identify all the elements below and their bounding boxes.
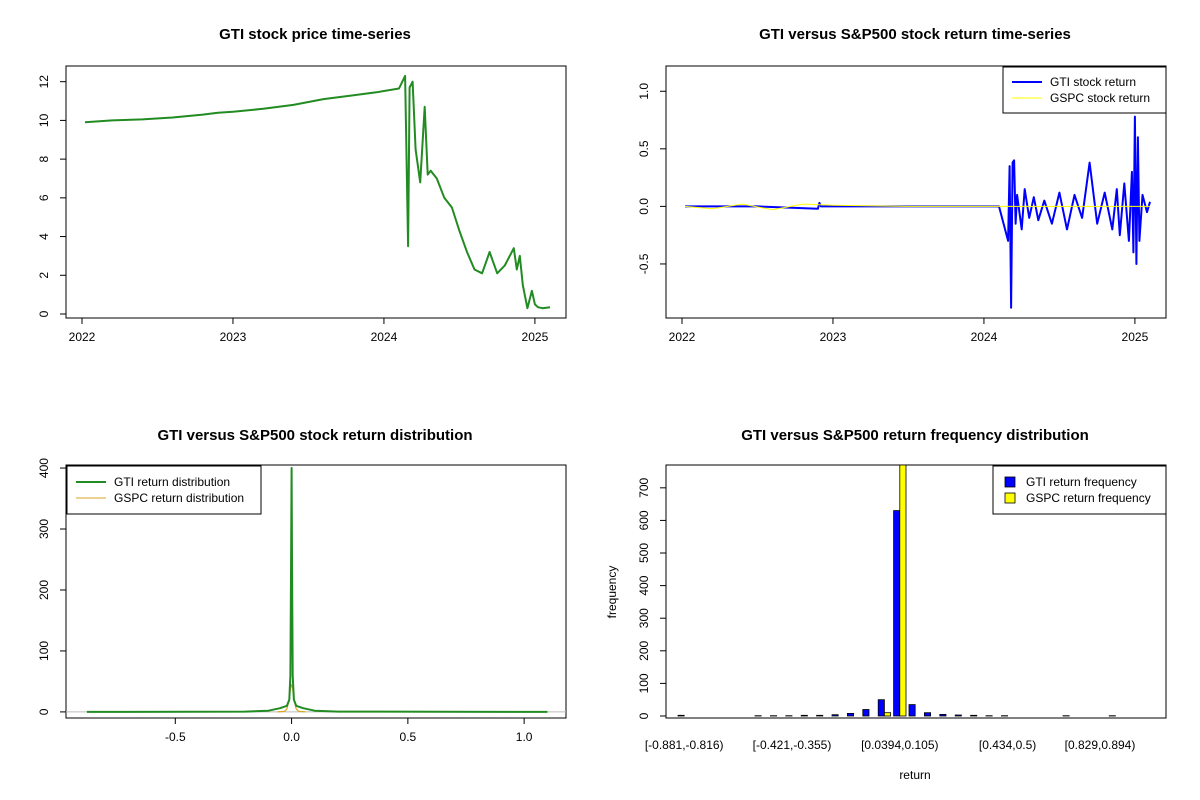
gti-density-line — [86, 467, 548, 713]
legend-label-gti: GTI return frequency — [1026, 475, 1137, 489]
gspc-return-line — [684, 203, 1150, 211]
x-tick-label: 2022 — [69, 330, 96, 344]
gti-frequency-bar — [924, 712, 932, 717]
gspc-frequency-bar — [884, 712, 892, 717]
y-tick-label: 12 — [37, 75, 51, 89]
return-density-legend: GTI return distribution GSPC return dist… — [66, 465, 262, 515]
return-timeseries-marks — [684, 115, 1151, 309]
return-frequency-marks — [677, 464, 1116, 717]
gspc-density-line — [277, 683, 306, 713]
legend-box — [1002, 66, 1167, 114]
x-tick-label: [0.829,0.894) — [1065, 738, 1136, 752]
gti-frequency-bar — [939, 714, 947, 717]
gti-frequency-bar — [816, 714, 824, 717]
return-density-title: GTI versus S&P500 stock return distribut… — [157, 427, 472, 444]
price-chart-panel: GTI stock price time-series 2022 2023 2024… — [37, 26, 567, 344]
y-tick-label: 0 — [637, 712, 651, 719]
x-tick-label: 2024 — [971, 330, 998, 344]
price-chart-title: GTI stock price time-series — [219, 26, 411, 43]
gti-frequency-bar — [954, 714, 962, 717]
return-density-panel: GTI versus S&P500 stock return distribut… — [37, 427, 567, 744]
y-tick-label: 400 — [37, 458, 51, 478]
legend-box — [66, 465, 262, 515]
return-timeseries-axes: 2022 2023 2024 2025 -0.5 0.0 0.5 1.0 — [637, 83, 1149, 344]
x-tick-label: 2023 — [220, 330, 247, 344]
x-tick-label: 2023 — [820, 330, 847, 344]
gti-frequency-bar — [847, 713, 855, 717]
legend-swatch-gti — [1004, 476, 1016, 488]
price-chart-marks — [84, 74, 551, 310]
x-tick-label: 1.0 — [516, 730, 533, 744]
return-frequency-title: GTI versus S&P500 return frequency distr… — [741, 427, 1089, 444]
return-timeseries-title: GTI versus S&P500 stock return time-seri… — [759, 26, 1071, 43]
y-tick-label: 300 — [637, 608, 651, 628]
x-tick-label: 2025 — [1122, 330, 1149, 344]
y-tick-label: 1.0 — [637, 83, 651, 100]
price-chart-plot-box — [65, 65, 567, 319]
gti-price-line — [84, 74, 551, 310]
x-tick-label: 2025 — [522, 330, 549, 344]
gti-frequency-bar — [862, 709, 870, 717]
gti-frequency-bar — [877, 699, 885, 717]
return-frequency-axes: [-0.881,-0.816) [-0.421,-0.355) [0.0394,0.… — [637, 477, 1135, 752]
legend-label-gspc: GSPC stock return — [1050, 91, 1150, 105]
return-timeseries-panel: GTI versus S&P500 stock return time-seri… — [637, 26, 1167, 344]
y-tick-label: 4 — [37, 233, 51, 240]
y-tick-label: 700 — [637, 477, 651, 497]
price-chart-axes: 2022 2023 2024 2025 0 2 4 6 8 10 12 — [37, 75, 549, 344]
y-tick-label: 200 — [37, 580, 51, 600]
return-timeseries-legend: GTI stock return GSPC stock return — [1002, 66, 1167, 114]
x-tick-label: 0.5 — [400, 730, 417, 744]
x-tick-label: -0.5 — [165, 730, 186, 744]
gti-frequency-bar — [908, 704, 916, 717]
gti-return-line — [685, 115, 1151, 309]
y-tick-label: 600 — [637, 510, 651, 530]
x-tick-label: [0.434,0.5) — [979, 738, 1036, 752]
legend-label-gti: GTI return distribution — [114, 475, 230, 489]
return-frequency-plot-box — [665, 464, 1167, 719]
y-tick-label: 200 — [637, 640, 651, 660]
legend-label-gspc: GSPC return frequency — [1026, 491, 1151, 505]
legend-label-gti: GTI stock return — [1050, 75, 1136, 89]
return-density-marks — [66, 467, 566, 713]
x-tick-label: [0.0394,0.105) — [861, 738, 938, 752]
x-tick-label: 2022 — [669, 330, 696, 344]
legend-box — [992, 465, 1167, 515]
y-tick-label: 6 — [37, 194, 51, 201]
gti-frequency-bar — [800, 714, 808, 717]
legend-swatch-gspc — [1004, 492, 1016, 504]
y-tick-label: 0.5 — [637, 140, 651, 157]
y-tick-label: 8 — [37, 155, 51, 162]
return-frequency-legend: GTI return frequency GSPC return frequen… — [992, 465, 1167, 515]
x-tick-label: 0.0 — [283, 730, 300, 744]
gti-frequency-bar — [893, 510, 901, 717]
y-tick-label: 500 — [637, 543, 651, 563]
x-tick-label: [-0.881,-0.816) — [645, 738, 724, 752]
y-tick-label: 0 — [37, 310, 51, 317]
y-tick-label: -0.5 — [637, 253, 651, 274]
y-tick-label: 300 — [37, 519, 51, 539]
return-density-axes: -0.5 0.0 0.5 1.0 0 100 200 300 400 — [37, 458, 533, 744]
return-frequency-xlabel: return — [899, 768, 930, 782]
x-tick-label: [-0.421,-0.355) — [753, 738, 832, 752]
y-tick-label: 100 — [637, 673, 651, 693]
return-density-plot-box — [65, 464, 567, 719]
y-tick-label: 0 — [37, 708, 51, 715]
y-tick-label: 2 — [37, 272, 51, 279]
y-tick-label: 0.0 — [637, 198, 651, 215]
return-timeseries-plot-box — [665, 65, 1167, 319]
gti-frequency-bar — [831, 714, 839, 717]
gti-frequency-bar — [677, 714, 685, 717]
return-frequency-ylabel: frequency — [605, 566, 619, 619]
x-tick-label: 2024 — [371, 330, 398, 344]
y-tick-label: 100 — [37, 641, 51, 661]
return-frequency-panel: GTI versus S&P500 return frequency distr… — [605, 427, 1167, 782]
legend-label-gspc: GSPC return distribution — [114, 491, 244, 505]
gti-frequency-bar — [970, 714, 978, 717]
y-tick-label: 10 — [37, 113, 51, 127]
gspc-frequency-bar — [899, 464, 907, 717]
y-tick-label: 400 — [637, 575, 651, 595]
